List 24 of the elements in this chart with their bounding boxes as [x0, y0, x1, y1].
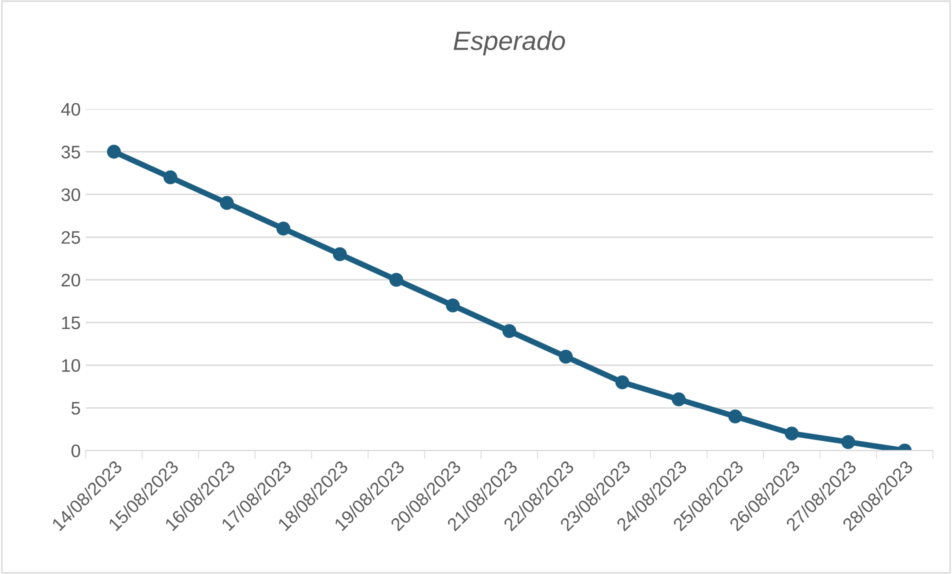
point [163, 170, 178, 184]
point [332, 247, 347, 262]
point [615, 375, 630, 390]
point [389, 272, 404, 287]
y-tick-label: 5 [72, 402, 80, 415]
y-tick-label: 35 [61, 146, 80, 158]
point [106, 144, 121, 159]
point [446, 298, 460, 312]
point [502, 324, 516, 338]
y-tick-label: 10 [62, 359, 80, 372]
y-tick-label: 20 [62, 274, 80, 287]
y-tick-label: 25 [62, 231, 80, 244]
point [728, 409, 742, 424]
y-tick-label: 0 [71, 444, 80, 458]
point [672, 392, 686, 406]
point [784, 426, 799, 440]
point [276, 222, 290, 236]
y-tick-label: 30 [61, 188, 80, 202]
chart-title: Esperado [454, 30, 565, 56]
point [841, 435, 856, 449]
point [220, 196, 234, 210]
y-tick-label: 15 [62, 316, 80, 330]
point [558, 350, 573, 364]
y-tick-label: 40 [61, 102, 80, 116]
